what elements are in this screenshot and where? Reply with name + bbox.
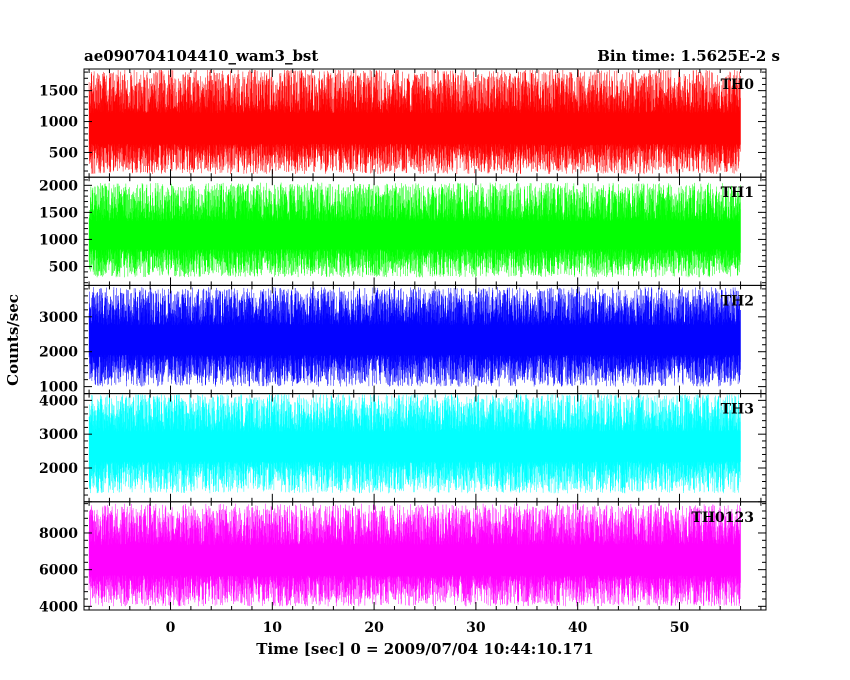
x-axis-label: Time [sec] 0 = 2009/07/04 10:44:10.171	[256, 640, 593, 658]
y-tick-label: 4000	[39, 599, 78, 615]
panel-label: TH0123	[691, 510, 754, 526]
y-tick-label: 6000	[39, 563, 78, 579]
bin-time-label: Bin time: 1.5625E-2 s	[597, 47, 780, 65]
x-tick-label: 50	[670, 620, 690, 636]
chart-title: ae090704104410_wam3_bst	[84, 47, 318, 65]
x-tick-label: 0	[166, 620, 176, 636]
y-tick-label: 3000	[39, 427, 78, 443]
panel-th0123: 4000 6000 8000 TH0123	[39, 501, 767, 615]
y-tick-label: 1000	[39, 232, 78, 248]
panel-th3: 2000 3000 4000 TH3	[39, 393, 767, 503]
series-th0	[88, 70, 741, 175]
y-tick-label: 2000	[39, 461, 78, 477]
y-tick-label: 500	[49, 145, 78, 161]
panel-th2: 1000 2000 3000 TH2	[39, 284, 767, 396]
series-th3	[88, 394, 741, 494]
y-tick-label: 1500	[39, 205, 78, 221]
panel-th0: 500 1000 1500 TH0	[39, 68, 767, 178]
y-tick-label: 2000	[39, 178, 78, 194]
panel-frame	[83, 501, 767, 611]
y-tick-label: 1500	[39, 84, 78, 100]
panel-th1: 500 1000 1500 2000 TH1	[39, 176, 767, 286]
y-tick-label: 3000	[39, 310, 78, 326]
series-th1	[88, 182, 741, 278]
y-tick-label: 8000	[39, 526, 78, 542]
panel-label: TH0	[721, 77, 755, 93]
series-th0123	[88, 503, 741, 607]
x-tick-label: 10	[263, 620, 283, 636]
x-tick-label: 30	[466, 620, 486, 636]
series-th2	[88, 287, 741, 387]
x-tick-label: 20	[364, 620, 384, 636]
panel-label: TH3	[721, 402, 754, 418]
y-tick-label: 500	[49, 259, 78, 275]
y-axis-label: Counts/sec	[4, 294, 22, 386]
y-tick-label: 4000	[39, 393, 78, 409]
x-tick-label: 40	[568, 620, 588, 636]
y-tick-label: 1000	[39, 115, 78, 131]
y-tick-label: 1000	[39, 380, 78, 396]
panel-label: TH1	[721, 185, 754, 201]
y-tick-label: 2000	[39, 345, 78, 361]
panel-label: TH2	[721, 293, 754, 309]
